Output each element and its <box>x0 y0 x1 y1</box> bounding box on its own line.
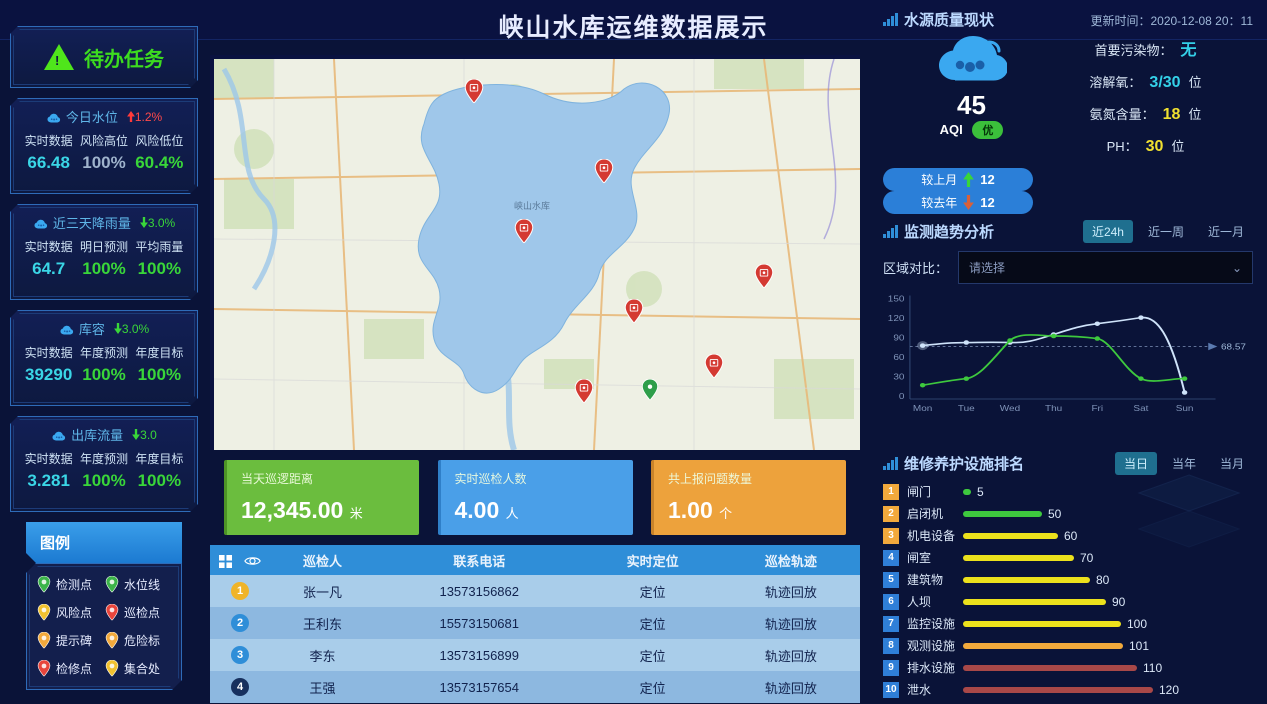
svg-text:60: 60 <box>893 353 904 362</box>
svg-text:Sun: Sun <box>1176 404 1194 413</box>
svg-text:0: 0 <box>899 392 905 401</box>
svg-text:68.57: 68.57 <box>1221 342 1246 351</box>
svg-text:Tue: Tue <box>958 404 975 413</box>
svg-text:Thu: Thu <box>1045 404 1062 413</box>
svg-text:Fri: Fri <box>1091 404 1103 413</box>
svg-text:120: 120 <box>888 314 905 323</box>
svg-text:30: 30 <box>893 372 904 381</box>
svg-text:150: 150 <box>888 294 905 303</box>
svg-text:峡山水库: 峡山水库 <box>514 200 550 211</box>
svg-text:90: 90 <box>893 333 904 342</box>
svg-text:Wed: Wed <box>1000 404 1020 413</box>
svg-text:Sat: Sat <box>1133 404 1148 413</box>
svg-text:Mon: Mon <box>913 404 932 413</box>
